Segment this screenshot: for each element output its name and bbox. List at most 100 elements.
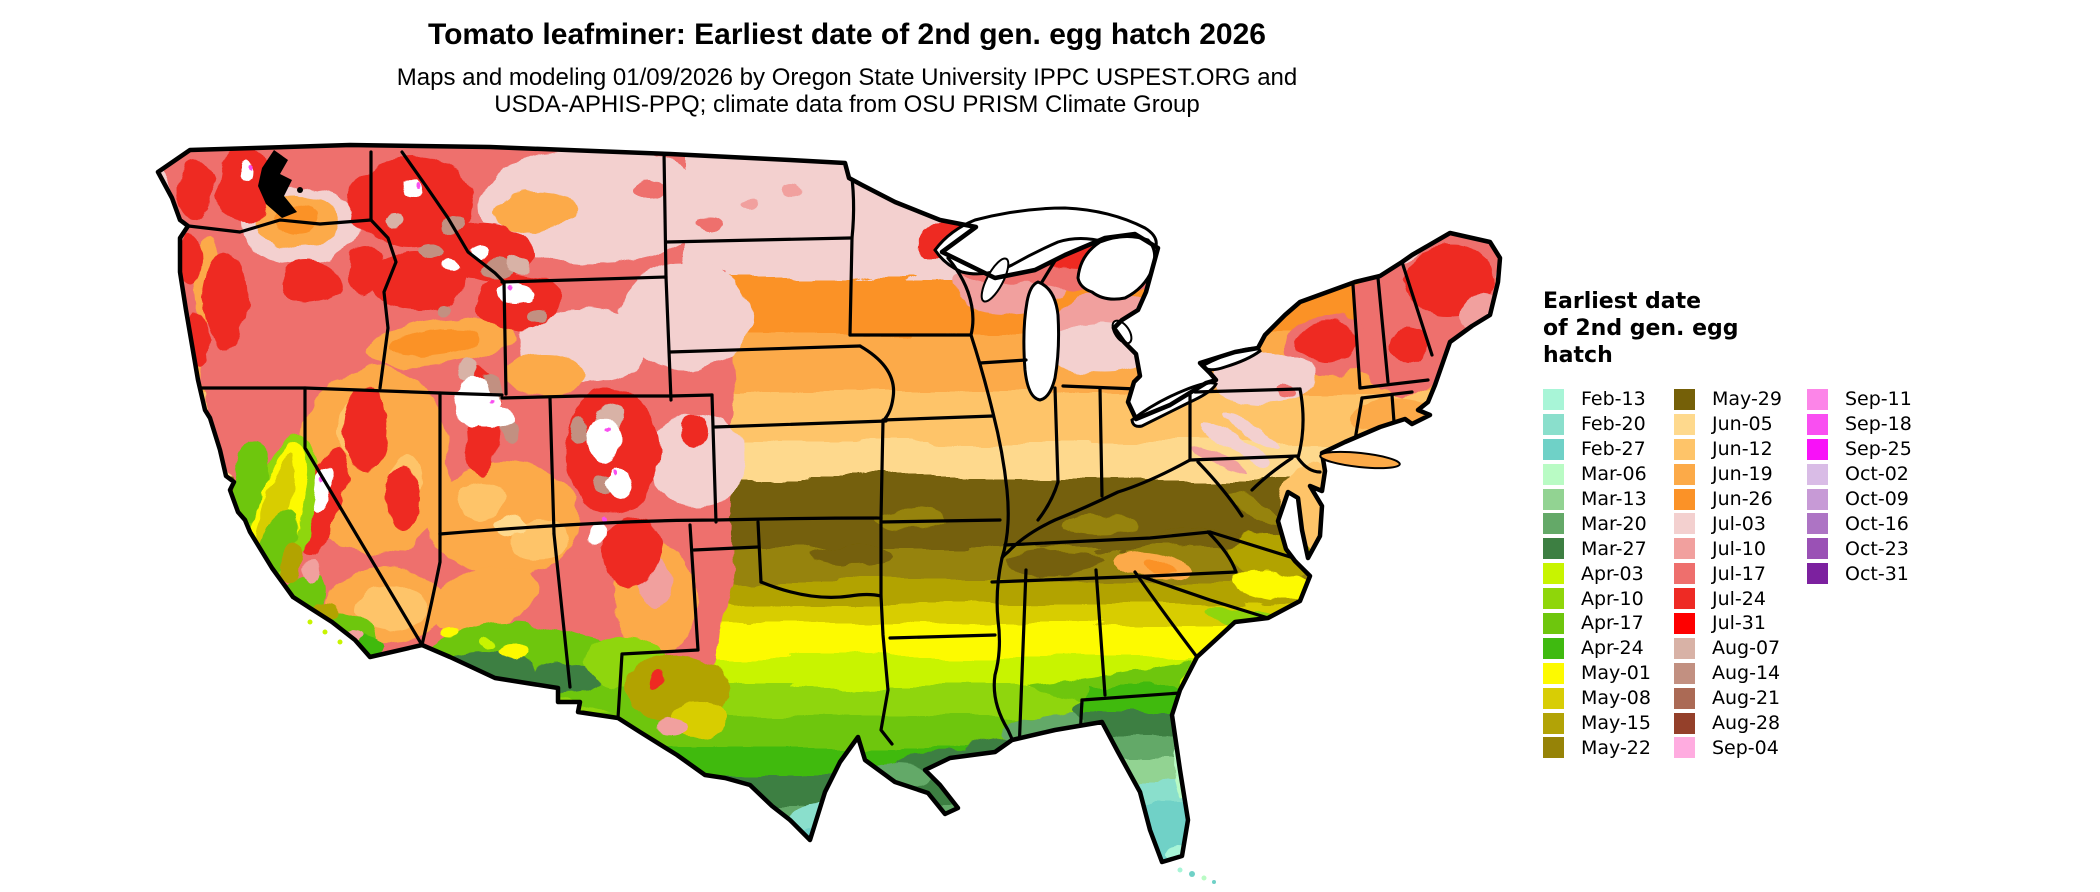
legend-swatch xyxy=(1674,712,1695,734)
page-title: Tomato leafminer: Earliest date of 2nd g… xyxy=(428,18,1266,51)
legend-swatch xyxy=(1807,488,1828,510)
legend-column-1: Feb-13 Feb-20 Feb-27 Mar-06 Mar-13 Mar-20 Mar-… xyxy=(1543,387,1651,760)
legend-label: Jun-05 xyxy=(1712,413,1773,436)
state-borders xyxy=(178,150,1434,760)
legend-row: May-08 xyxy=(1543,686,1651,711)
legend-label: May-22 xyxy=(1581,736,1651,759)
legend-title-line-3: hatch xyxy=(1543,343,1613,368)
legend-label: Jul-10 xyxy=(1712,537,1766,560)
legend-column-3: Sep-11 Sep-18 Sep-25 Oct-02 Oct-09 Oct-16 Oct-… xyxy=(1807,387,1912,586)
legend-label: Aug-28 xyxy=(1712,712,1781,735)
legend-label: Oct-23 xyxy=(1845,537,1909,560)
legend-label: Oct-31 xyxy=(1845,562,1909,585)
legend-label: Sep-04 xyxy=(1712,736,1779,759)
legend-swatch xyxy=(1674,737,1695,759)
legend-row: Jun-19 xyxy=(1674,462,1782,487)
legend-swatch xyxy=(1543,662,1564,684)
legend-swatch xyxy=(1807,513,1828,535)
legend-row: Mar-27 xyxy=(1543,536,1651,561)
legend-row: Apr-24 xyxy=(1543,636,1651,661)
legend-swatch xyxy=(1674,563,1695,585)
legend-swatch xyxy=(1674,612,1695,634)
islands xyxy=(307,619,1216,884)
legend-swatch xyxy=(1543,538,1564,560)
legend-swatch xyxy=(1543,687,1564,709)
legend-swatch xyxy=(1674,388,1695,410)
legend-swatch xyxy=(1674,687,1695,709)
legend-row: Jul-24 xyxy=(1674,586,1782,611)
legend-label: Apr-10 xyxy=(1581,587,1644,610)
lake-michigan xyxy=(1022,280,1061,402)
legend-label: Aug-14 xyxy=(1712,662,1781,685)
legend-row: Jul-03 xyxy=(1674,511,1782,536)
legend-row: Feb-13 xyxy=(1543,387,1651,412)
legend-label: Sep-11 xyxy=(1845,388,1912,411)
legend-label: Mar-27 xyxy=(1581,537,1647,560)
legend-swatch xyxy=(1543,588,1564,610)
header: Tomato leafminer: Earliest date of 2nd g… xyxy=(0,0,1694,118)
legend-row: Mar-06 xyxy=(1543,462,1651,487)
legend-swatch xyxy=(1543,737,1564,759)
legend-row: May-29 xyxy=(1674,387,1782,412)
legend-swatch xyxy=(1543,438,1564,460)
legend-row: Oct-02 xyxy=(1807,462,1912,487)
legend-row: Mar-20 xyxy=(1543,511,1651,536)
subtitle-line-2: USDA-APHIS-PPQ; climate data from OSU PR… xyxy=(494,91,1200,118)
legend-swatch xyxy=(1674,538,1695,560)
legend: Earliest date of 2nd gen. egg hatch Feb-… xyxy=(1543,288,1973,759)
legend-swatch xyxy=(1807,413,1828,435)
legend-row: Oct-31 xyxy=(1807,561,1912,586)
legend-swatch xyxy=(1674,438,1695,460)
us-outline xyxy=(155,142,1503,865)
legend-label: Mar-20 xyxy=(1581,512,1647,535)
legend-swatch xyxy=(1543,388,1564,410)
great-lakes xyxy=(933,206,1262,428)
legend-swatch xyxy=(1543,712,1564,734)
legend-label: Jun-12 xyxy=(1712,438,1773,461)
legend-row: Oct-16 xyxy=(1807,511,1912,536)
legend-label: May-01 xyxy=(1581,662,1651,685)
legend-label: Aug-07 xyxy=(1712,637,1781,660)
legend-swatch xyxy=(1674,513,1695,535)
legend-label: Jul-24 xyxy=(1712,587,1766,610)
legend-row: Aug-21 xyxy=(1674,686,1782,711)
legend-row: Sep-25 xyxy=(1807,437,1912,462)
legend-label: Sep-25 xyxy=(1845,438,1912,461)
legend-row: Aug-07 xyxy=(1674,636,1782,661)
legend-swatch xyxy=(1807,463,1828,485)
legend-label: Apr-24 xyxy=(1581,637,1644,660)
legend-row: Feb-20 xyxy=(1543,412,1651,437)
legend-label: Mar-06 xyxy=(1581,463,1647,486)
legend-swatch xyxy=(1807,388,1828,410)
legend-row: Aug-14 xyxy=(1674,661,1782,686)
legend-row: Jun-12 xyxy=(1674,437,1782,462)
legend-label: May-29 xyxy=(1712,388,1782,411)
legend-swatch xyxy=(1807,538,1828,560)
subtitle-line-1: Maps and modeling 01/09/2026 by Oregon S… xyxy=(396,64,1298,91)
legend-label: Jun-26 xyxy=(1712,488,1773,510)
legend-swatch xyxy=(1543,563,1564,585)
legend-row: Mar-13 xyxy=(1543,487,1651,512)
legend-label: Jul-03 xyxy=(1712,512,1766,535)
legend-row: Jun-05 xyxy=(1674,412,1782,437)
legend-swatch xyxy=(1674,463,1695,485)
puget-sound xyxy=(258,150,297,218)
us-map xyxy=(150,130,1510,892)
legend-row: Sep-04 xyxy=(1674,735,1782,760)
page-subtitle: Maps and modeling 01/09/2026 by Oregon S… xyxy=(0,64,1694,118)
legend-label: Apr-03 xyxy=(1581,562,1644,585)
legend-row: Aug-28 xyxy=(1674,711,1782,736)
legend-row: Apr-10 xyxy=(1543,586,1651,611)
legend-swatch xyxy=(1674,637,1695,659)
legend-label: Feb-27 xyxy=(1581,438,1646,461)
legend-title-line-2: of 2nd gen. egg xyxy=(1543,316,1739,341)
legend-row: Feb-27 xyxy=(1543,437,1651,462)
legend-label: Feb-13 xyxy=(1581,388,1646,411)
legend-title-line-1: Earliest date xyxy=(1543,289,1702,314)
legend-swatch xyxy=(1543,513,1564,535)
legend-swatch xyxy=(1543,488,1564,510)
legend-label: Oct-09 xyxy=(1845,488,1909,510)
legend-label: Apr-17 xyxy=(1581,612,1644,635)
legend-swatch xyxy=(1543,463,1564,485)
